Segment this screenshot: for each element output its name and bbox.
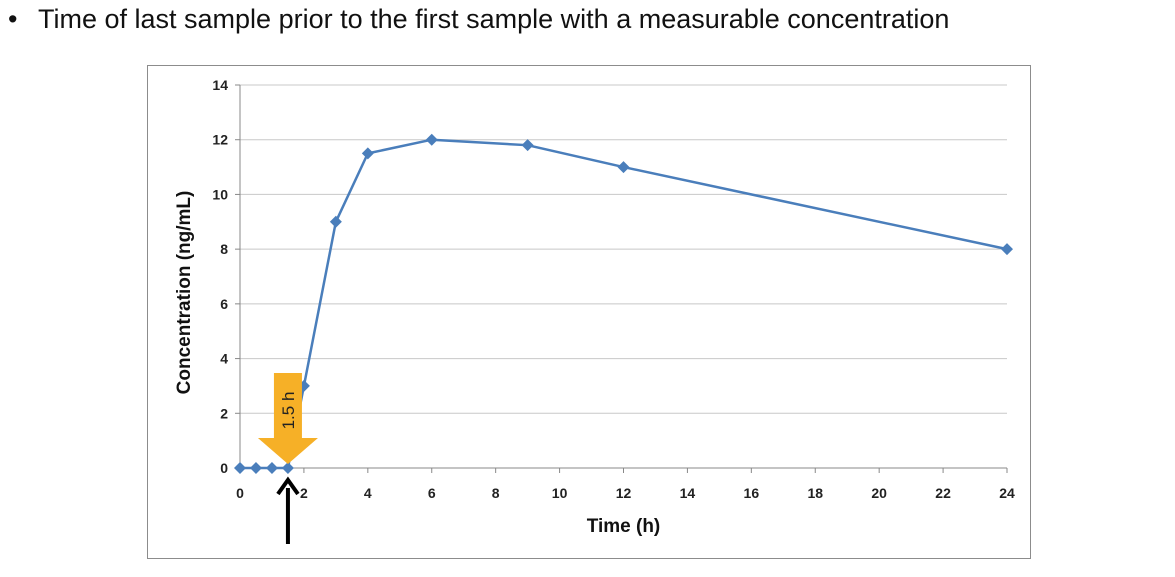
data-point-marker xyxy=(1001,243,1013,256)
x-tick-label: 12 xyxy=(616,485,632,501)
x-tick-label: 20 xyxy=(871,485,887,501)
y-tick-label: 14 xyxy=(212,77,228,93)
slide-bullet-text: Time of last sample prior to the first s… xyxy=(38,4,950,34)
data-point-marker xyxy=(234,462,246,474)
y-tick-label: 4 xyxy=(220,351,228,367)
data-point-marker xyxy=(249,462,262,474)
data-point-marker xyxy=(361,147,374,160)
bullet-text-line: • Time of last sample prior to the first … xyxy=(8,4,949,35)
bullet-point: • xyxy=(8,4,18,34)
chart-frame: 0 2 4 6 8 10 12 14 0 2 4 6 8 10 12 14 16 18 20 22 24 1.5 h T… xyxy=(147,65,1031,559)
y-tick-label: 2 xyxy=(220,405,228,421)
annotations: 1.5 h xyxy=(257,373,318,544)
y-tick-label: 10 xyxy=(212,186,228,202)
data-point-marker xyxy=(281,462,294,474)
x-tick-label: 14 xyxy=(680,485,696,501)
grid-lines xyxy=(240,84,1007,414)
y-tick-label: 0 xyxy=(220,460,228,476)
x-axis-title: Time (h) xyxy=(587,516,661,537)
callout-label: 1.5 h xyxy=(279,392,298,430)
data-point-marker xyxy=(521,139,534,152)
x-tick-label: 16 xyxy=(744,485,760,501)
data-point-marker xyxy=(265,462,278,474)
pointer-arrow-head xyxy=(276,476,300,496)
y-tick-label: 8 xyxy=(220,241,228,257)
data-point-marker xyxy=(329,215,342,228)
x-tick-label: 2 xyxy=(300,485,308,501)
y-tick-label: 6 xyxy=(220,296,228,312)
x-tick-label: 24 xyxy=(999,485,1015,501)
x-tick-label: 6 xyxy=(428,485,436,501)
data-point-marker xyxy=(617,161,630,174)
x-tick-label: 10 xyxy=(552,485,568,501)
x-tick-label: 18 xyxy=(807,485,823,501)
x-tick-label: 0 xyxy=(236,485,244,501)
y-axis-title: Concentration (ng/mL) xyxy=(174,191,195,395)
callout-down-arrow xyxy=(257,373,318,464)
x-tick-label: 8 xyxy=(492,485,500,501)
data-point-marker xyxy=(425,133,438,146)
x-tick-label: 22 xyxy=(935,485,951,501)
y-tick-label: 12 xyxy=(212,132,228,148)
x-tick-label: 4 xyxy=(364,485,372,501)
